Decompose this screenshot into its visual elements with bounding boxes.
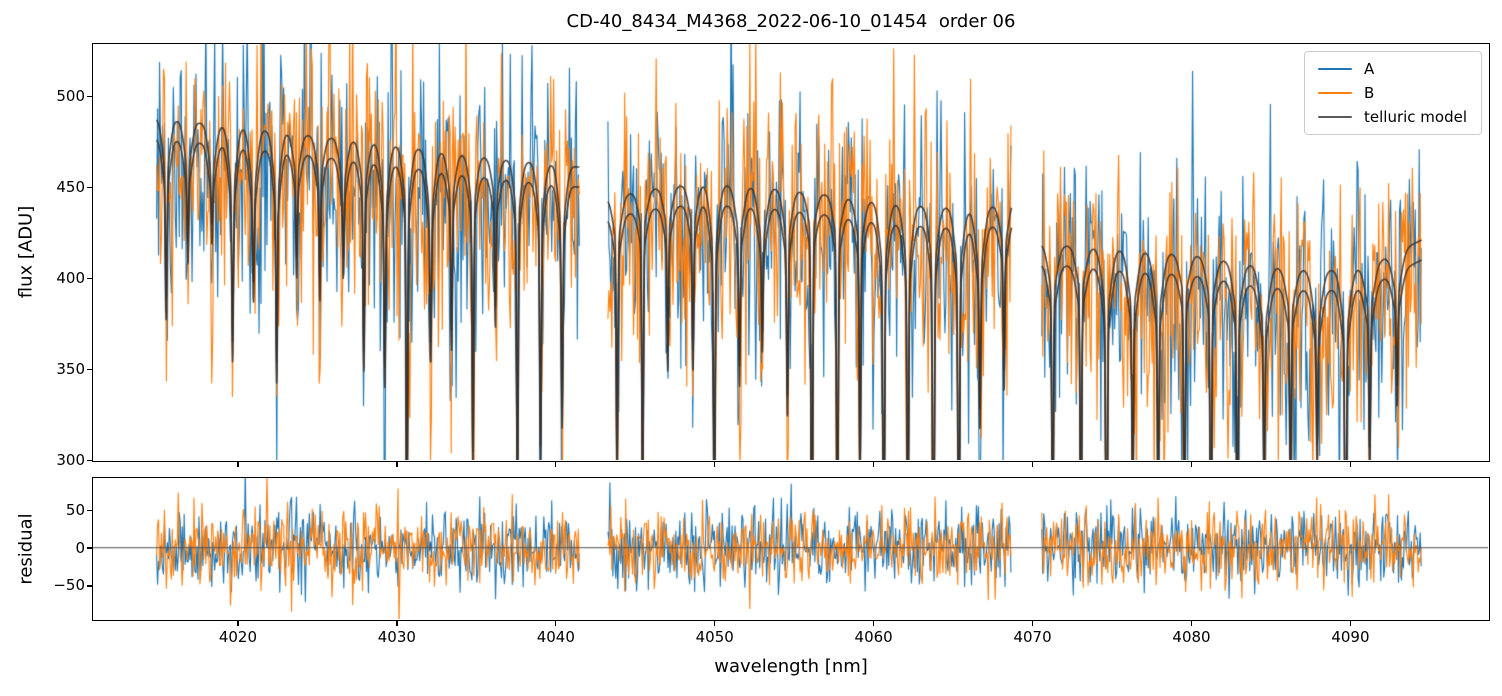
y-tick-label: 50 <box>65 500 85 519</box>
legend-label: A <box>1364 60 1375 78</box>
residual-panel <box>92 477 1490 621</box>
y-tick-label: 500 <box>56 86 85 105</box>
x-tick-mark-residual <box>555 621 557 626</box>
y-tick-mark-residual <box>87 585 92 587</box>
chart-title: CD-40_8434_M4368_2022-06-10_01454 order … <box>566 11 1016 32</box>
residual-canvas <box>93 478 1488 619</box>
legend-label: telluric model <box>1364 108 1468 126</box>
y-tick-label: −50 <box>53 576 85 595</box>
legend-line-icon <box>1318 67 1352 71</box>
legend-item: telluric model <box>1305 105 1481 129</box>
x-tick-mark-residual <box>1349 621 1352 626</box>
y-tick-mark-flux <box>87 460 92 462</box>
x-tick-label: 4020 <box>218 628 258 646</box>
y-tick-label: 300 <box>56 451 85 470</box>
legend-line-icon <box>1318 115 1352 119</box>
x-tick-mark-residual <box>1190 621 1193 626</box>
x-tick-label: 4040 <box>536 628 575 646</box>
legend-item: B <box>1305 81 1481 105</box>
legend-label: B <box>1364 84 1375 102</box>
x-tick-label: 4030 <box>377 628 416 646</box>
x-tick-label: 4090 <box>1331 628 1370 646</box>
x-tick-mark-flux <box>1349 462 1352 467</box>
x-tick-mark-residual <box>872 621 875 626</box>
y-tick-label: 350 <box>56 360 85 379</box>
legend-line-icon <box>1318 91 1352 95</box>
x-tick-mark-flux <box>555 462 557 467</box>
x-tick-mark-flux <box>237 462 239 467</box>
x-tick-mark-residual <box>714 621 716 626</box>
flux-canvas <box>93 44 1488 460</box>
x-tick-label: 4070 <box>1013 628 1052 646</box>
y-tick-label: 400 <box>56 269 85 288</box>
y-tick-mark-flux <box>87 277 92 280</box>
x-tick-mark-residual <box>237 621 239 626</box>
x-tick-mark-flux <box>714 462 716 467</box>
x-tick-mark-residual <box>1031 621 1034 626</box>
y-tick-mark-flux <box>87 368 92 371</box>
x-tick-mark-flux <box>396 462 398 467</box>
x-tick-label: 4060 <box>854 628 893 646</box>
x-tick-mark-flux <box>1031 462 1034 467</box>
y-tick-label: 450 <box>56 177 85 196</box>
flux-panel <box>92 43 1490 462</box>
x-axis-label: wavelength [nm] <box>714 656 868 677</box>
x-tick-mark-residual <box>396 621 398 626</box>
legend-item: A <box>1305 57 1481 81</box>
x-tick-label: 4080 <box>1172 628 1211 646</box>
x-tick-mark-flux <box>1190 462 1193 467</box>
y-tick-mark-flux <box>87 186 92 189</box>
y-tick-mark-residual <box>87 509 92 511</box>
x-tick-mark-flux <box>872 462 875 467</box>
y-tick-mark-residual <box>87 547 92 549</box>
y-tick-mark-flux <box>87 95 92 98</box>
y-tick-label: 0 <box>75 538 85 557</box>
x-tick-label: 4050 <box>695 628 734 646</box>
